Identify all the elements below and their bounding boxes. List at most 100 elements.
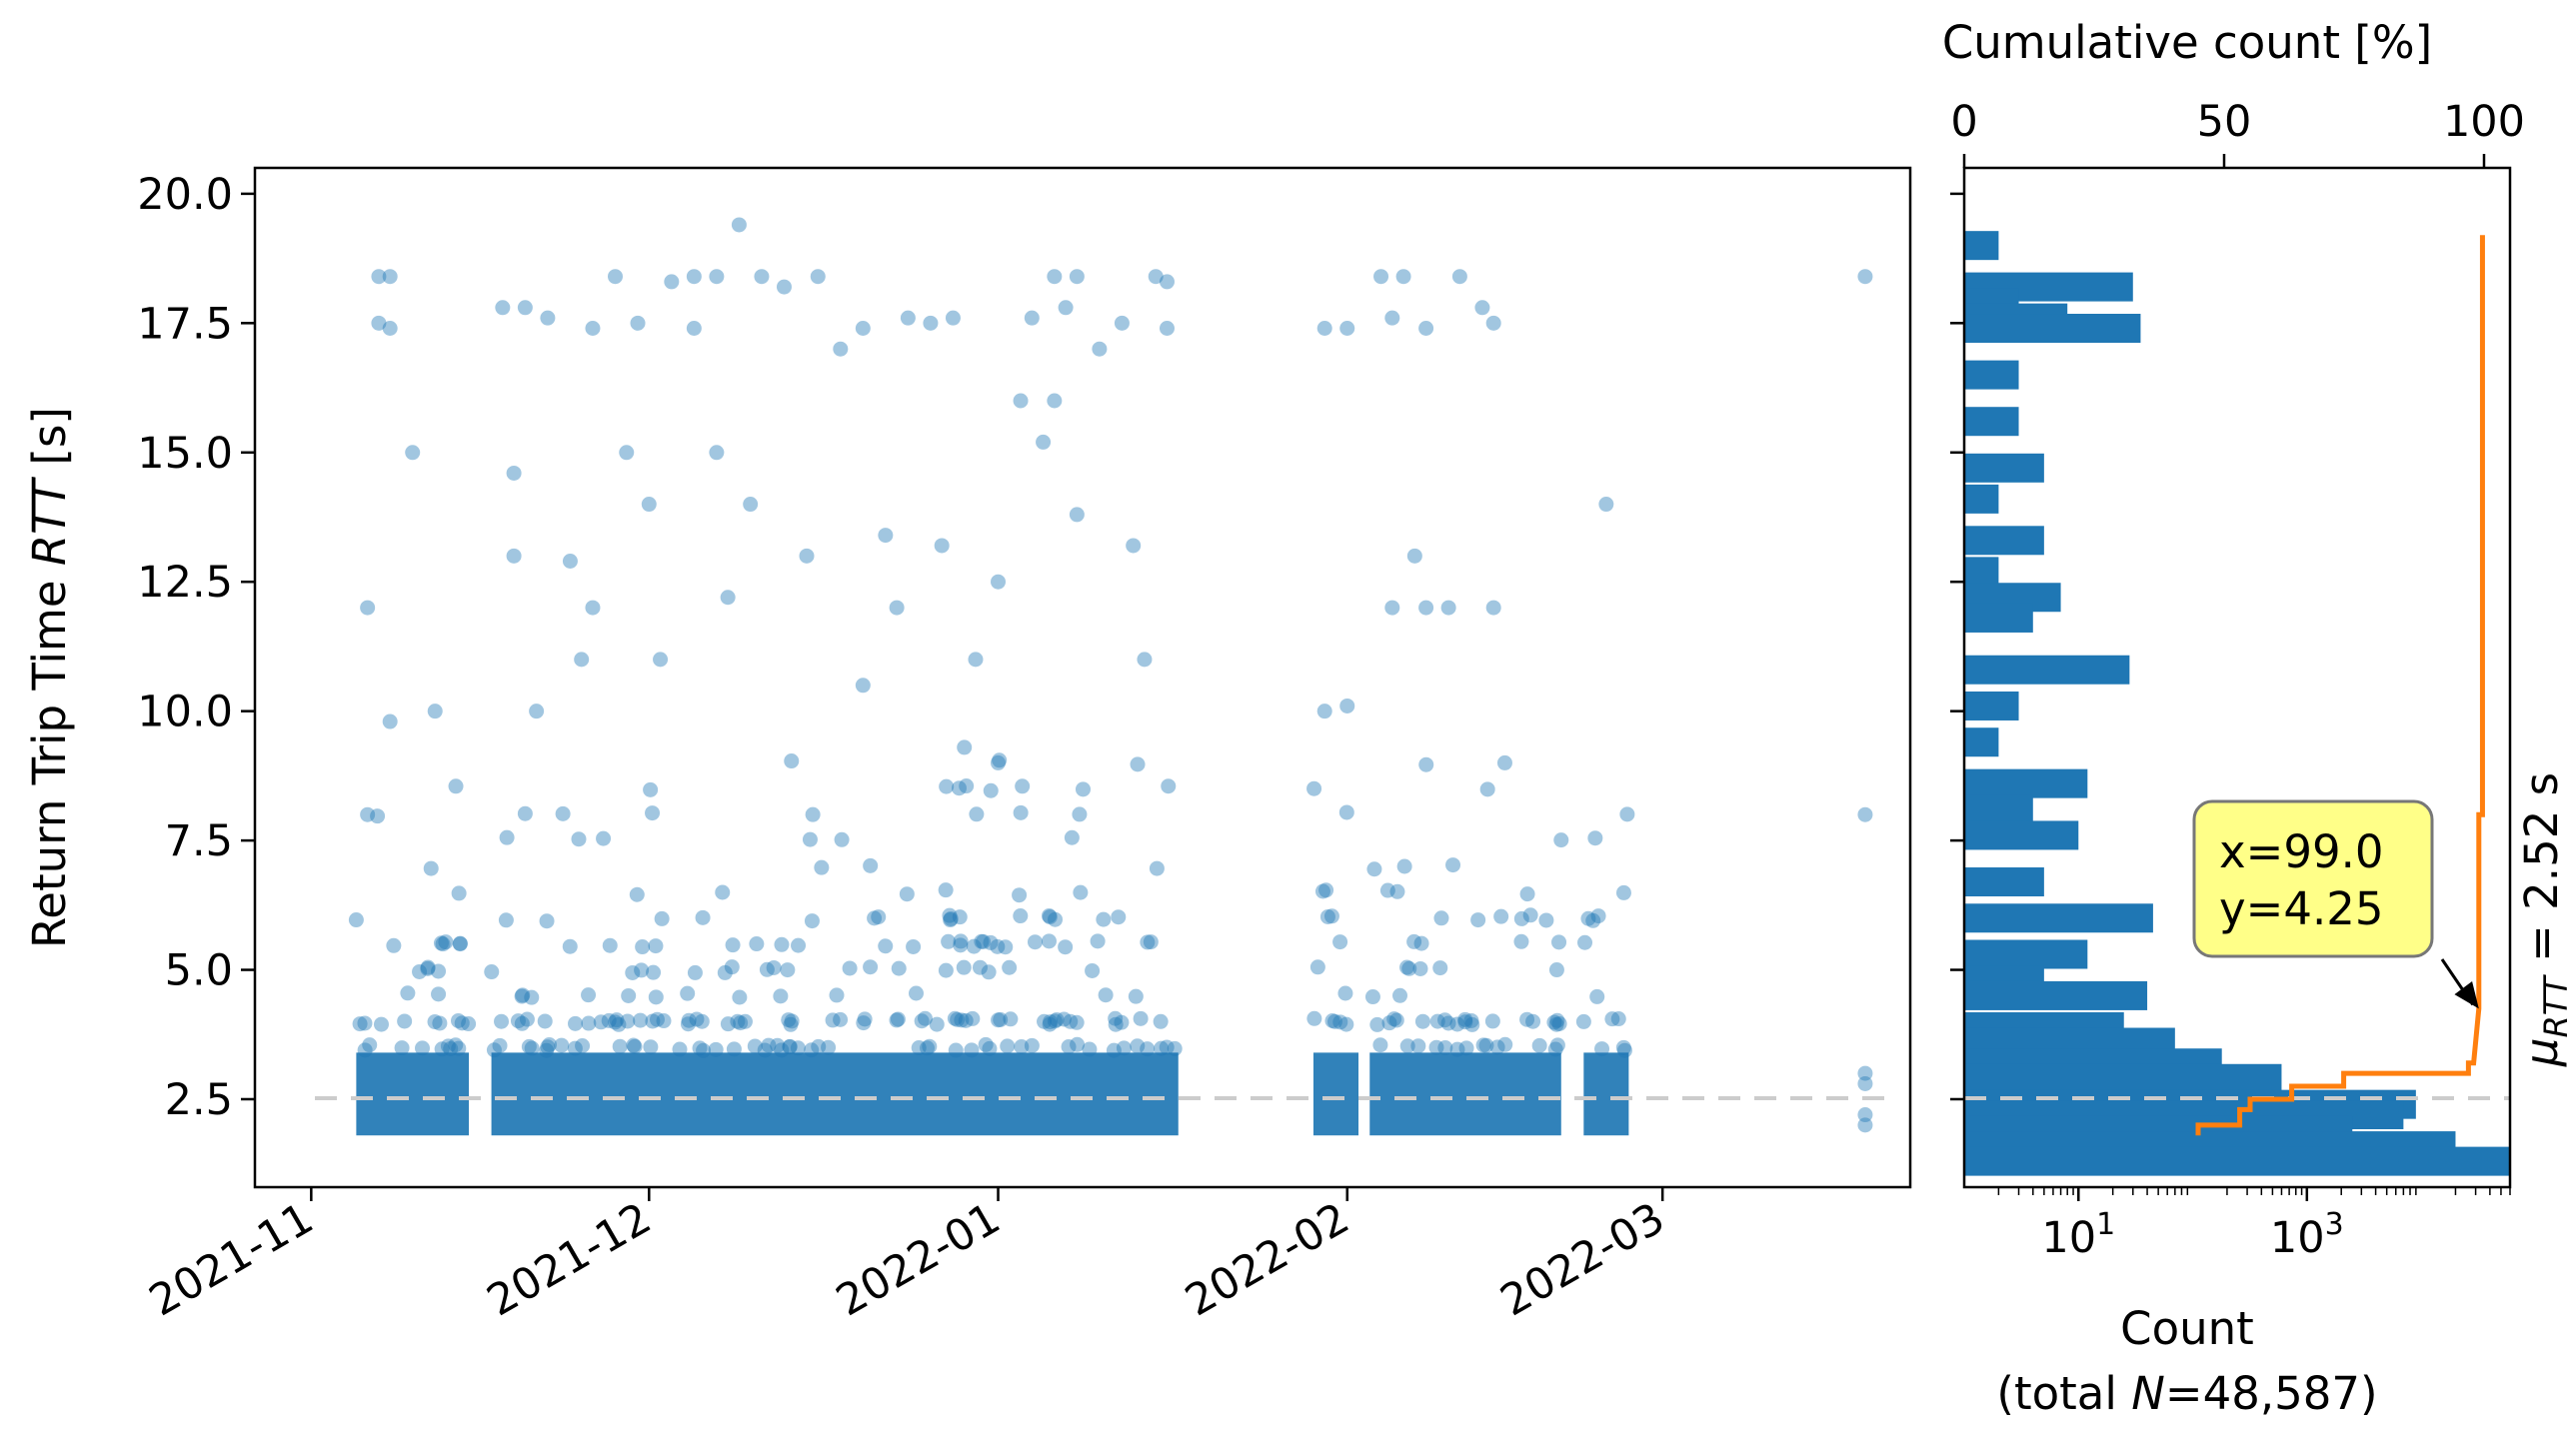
histogram-frame (1962, 166, 2512, 1189)
scatter-point (1418, 321, 1434, 337)
scatter-point (993, 1011, 1009, 1027)
scatter-point (434, 1041, 450, 1057)
scatter-point (357, 1042, 373, 1058)
scatter-point (725, 937, 741, 953)
scatter-point (1000, 1038, 1016, 1054)
scatter-point (1451, 269, 1467, 285)
scatter-y-tick-label: 20.0 (137, 170, 233, 220)
scatter-point (1389, 883, 1405, 899)
scatter-point (1531, 1037, 1547, 1053)
scatter-point (602, 937, 618, 953)
scatter-point (754, 269, 770, 285)
scatter-point (427, 704, 443, 719)
histogram-bar (1964, 526, 2044, 556)
scatter-point (1024, 310, 1040, 326)
scatter-point (1418, 756, 1434, 772)
scatter-point (766, 959, 782, 975)
scatter-point (1513, 933, 1529, 949)
scatter-point (1133, 1010, 1149, 1026)
scatter-point (357, 1015, 373, 1031)
scatter-point (1414, 1013, 1430, 1029)
histogram-x-tick-label: 101 (2041, 1207, 2115, 1263)
scatter-point (934, 538, 950, 554)
scatter-dense-band (491, 1052, 1179, 1136)
scatter-point (1015, 778, 1031, 794)
scatter-point (992, 752, 1008, 768)
scatter-point (514, 988, 530, 1004)
scatter-point (634, 962, 650, 978)
scatter-point (539, 913, 555, 929)
scatter-point (1058, 300, 1074, 316)
histogram-bar (1964, 727, 1999, 757)
scatter-point (626, 1037, 642, 1053)
scatter-point (1587, 830, 1603, 846)
scatter-point (498, 912, 514, 928)
scatter-point (969, 806, 985, 822)
scatter-point (743, 497, 759, 513)
scatter-x-tick-label: 2022-02 (1178, 1193, 1358, 1326)
scatter-point (776, 279, 792, 295)
scatter-point (1551, 934, 1567, 950)
scatter-point (709, 269, 725, 285)
scatter-point (400, 985, 416, 1001)
scatter-y-tick-label: 15.0 (137, 429, 233, 479)
scatter-point (360, 600, 376, 616)
scatter-point (486, 1042, 502, 1058)
annotation-x-text: x=99.0 (2219, 825, 2384, 878)
scatter-point (484, 964, 500, 980)
scatter-frame (253, 166, 1912, 1189)
scatter-point (784, 753, 800, 769)
scatter-point (929, 1016, 945, 1032)
scatter-point (629, 886, 645, 902)
scatter-point (1437, 1040, 1453, 1056)
scatter-point (1548, 962, 1564, 978)
scatter-point (1519, 886, 1535, 902)
scatter-point (630, 315, 646, 331)
scatter-point (448, 778, 464, 794)
scatter-point (433, 935, 449, 951)
scatter-point (382, 321, 398, 337)
scatter-point (1140, 1041, 1156, 1057)
scatter-point (1061, 1038, 1077, 1054)
scatter-point (1316, 321, 1332, 337)
scatter-point (371, 315, 387, 331)
scatter-point (1069, 1014, 1085, 1030)
scatter-point (737, 1013, 753, 1029)
mean-rtt-label-value: = 2.52 s (2515, 772, 2568, 976)
scatter-point (370, 808, 386, 824)
scatter-point (856, 1015, 872, 1031)
scatter-point (1372, 1037, 1388, 1053)
scatter-panel: 2.55.07.510.012.515.017.520.0 2021-11 202… (23, 166, 1912, 1326)
histogram-bars (1964, 231, 2510, 1176)
scatter-point (790, 1040, 806, 1056)
scatter-point (899, 886, 915, 902)
scatter-point (680, 1016, 696, 1032)
scatter-point (585, 321, 601, 337)
scatter-point (653, 652, 669, 668)
scatter-point (1337, 985, 1353, 1001)
scatter-point (956, 959, 972, 975)
histogram-x-axis-note-prefix: (total (1996, 1367, 2131, 1420)
scatter-point (1412, 960, 1428, 976)
scatter-point (871, 909, 887, 925)
scatter-point (506, 465, 522, 481)
scatter-point (947, 1010, 963, 1026)
scatter-point (619, 445, 635, 461)
scatter-point (648, 938, 664, 954)
scatter-point (680, 985, 696, 1001)
scatter-point (1130, 756, 1146, 772)
scatter-point (1610, 1011, 1626, 1027)
scatter-point (780, 962, 796, 978)
histogram-x-axis-note: (total N=48,587) (1996, 1367, 2377, 1420)
scatter-point (1111, 909, 1127, 925)
scatter-point (1153, 1013, 1169, 1029)
scatter-point (968, 652, 984, 668)
scatter-dense-bands (348, 752, 1635, 1136)
scatter-point (890, 1011, 906, 1027)
scatter-point (1590, 908, 1606, 924)
scatter-point (1167, 1040, 1183, 1056)
scatter-point (1126, 538, 1142, 554)
scatter-point (976, 933, 992, 949)
scatter-point (863, 857, 879, 873)
scatter-point (908, 985, 924, 1001)
